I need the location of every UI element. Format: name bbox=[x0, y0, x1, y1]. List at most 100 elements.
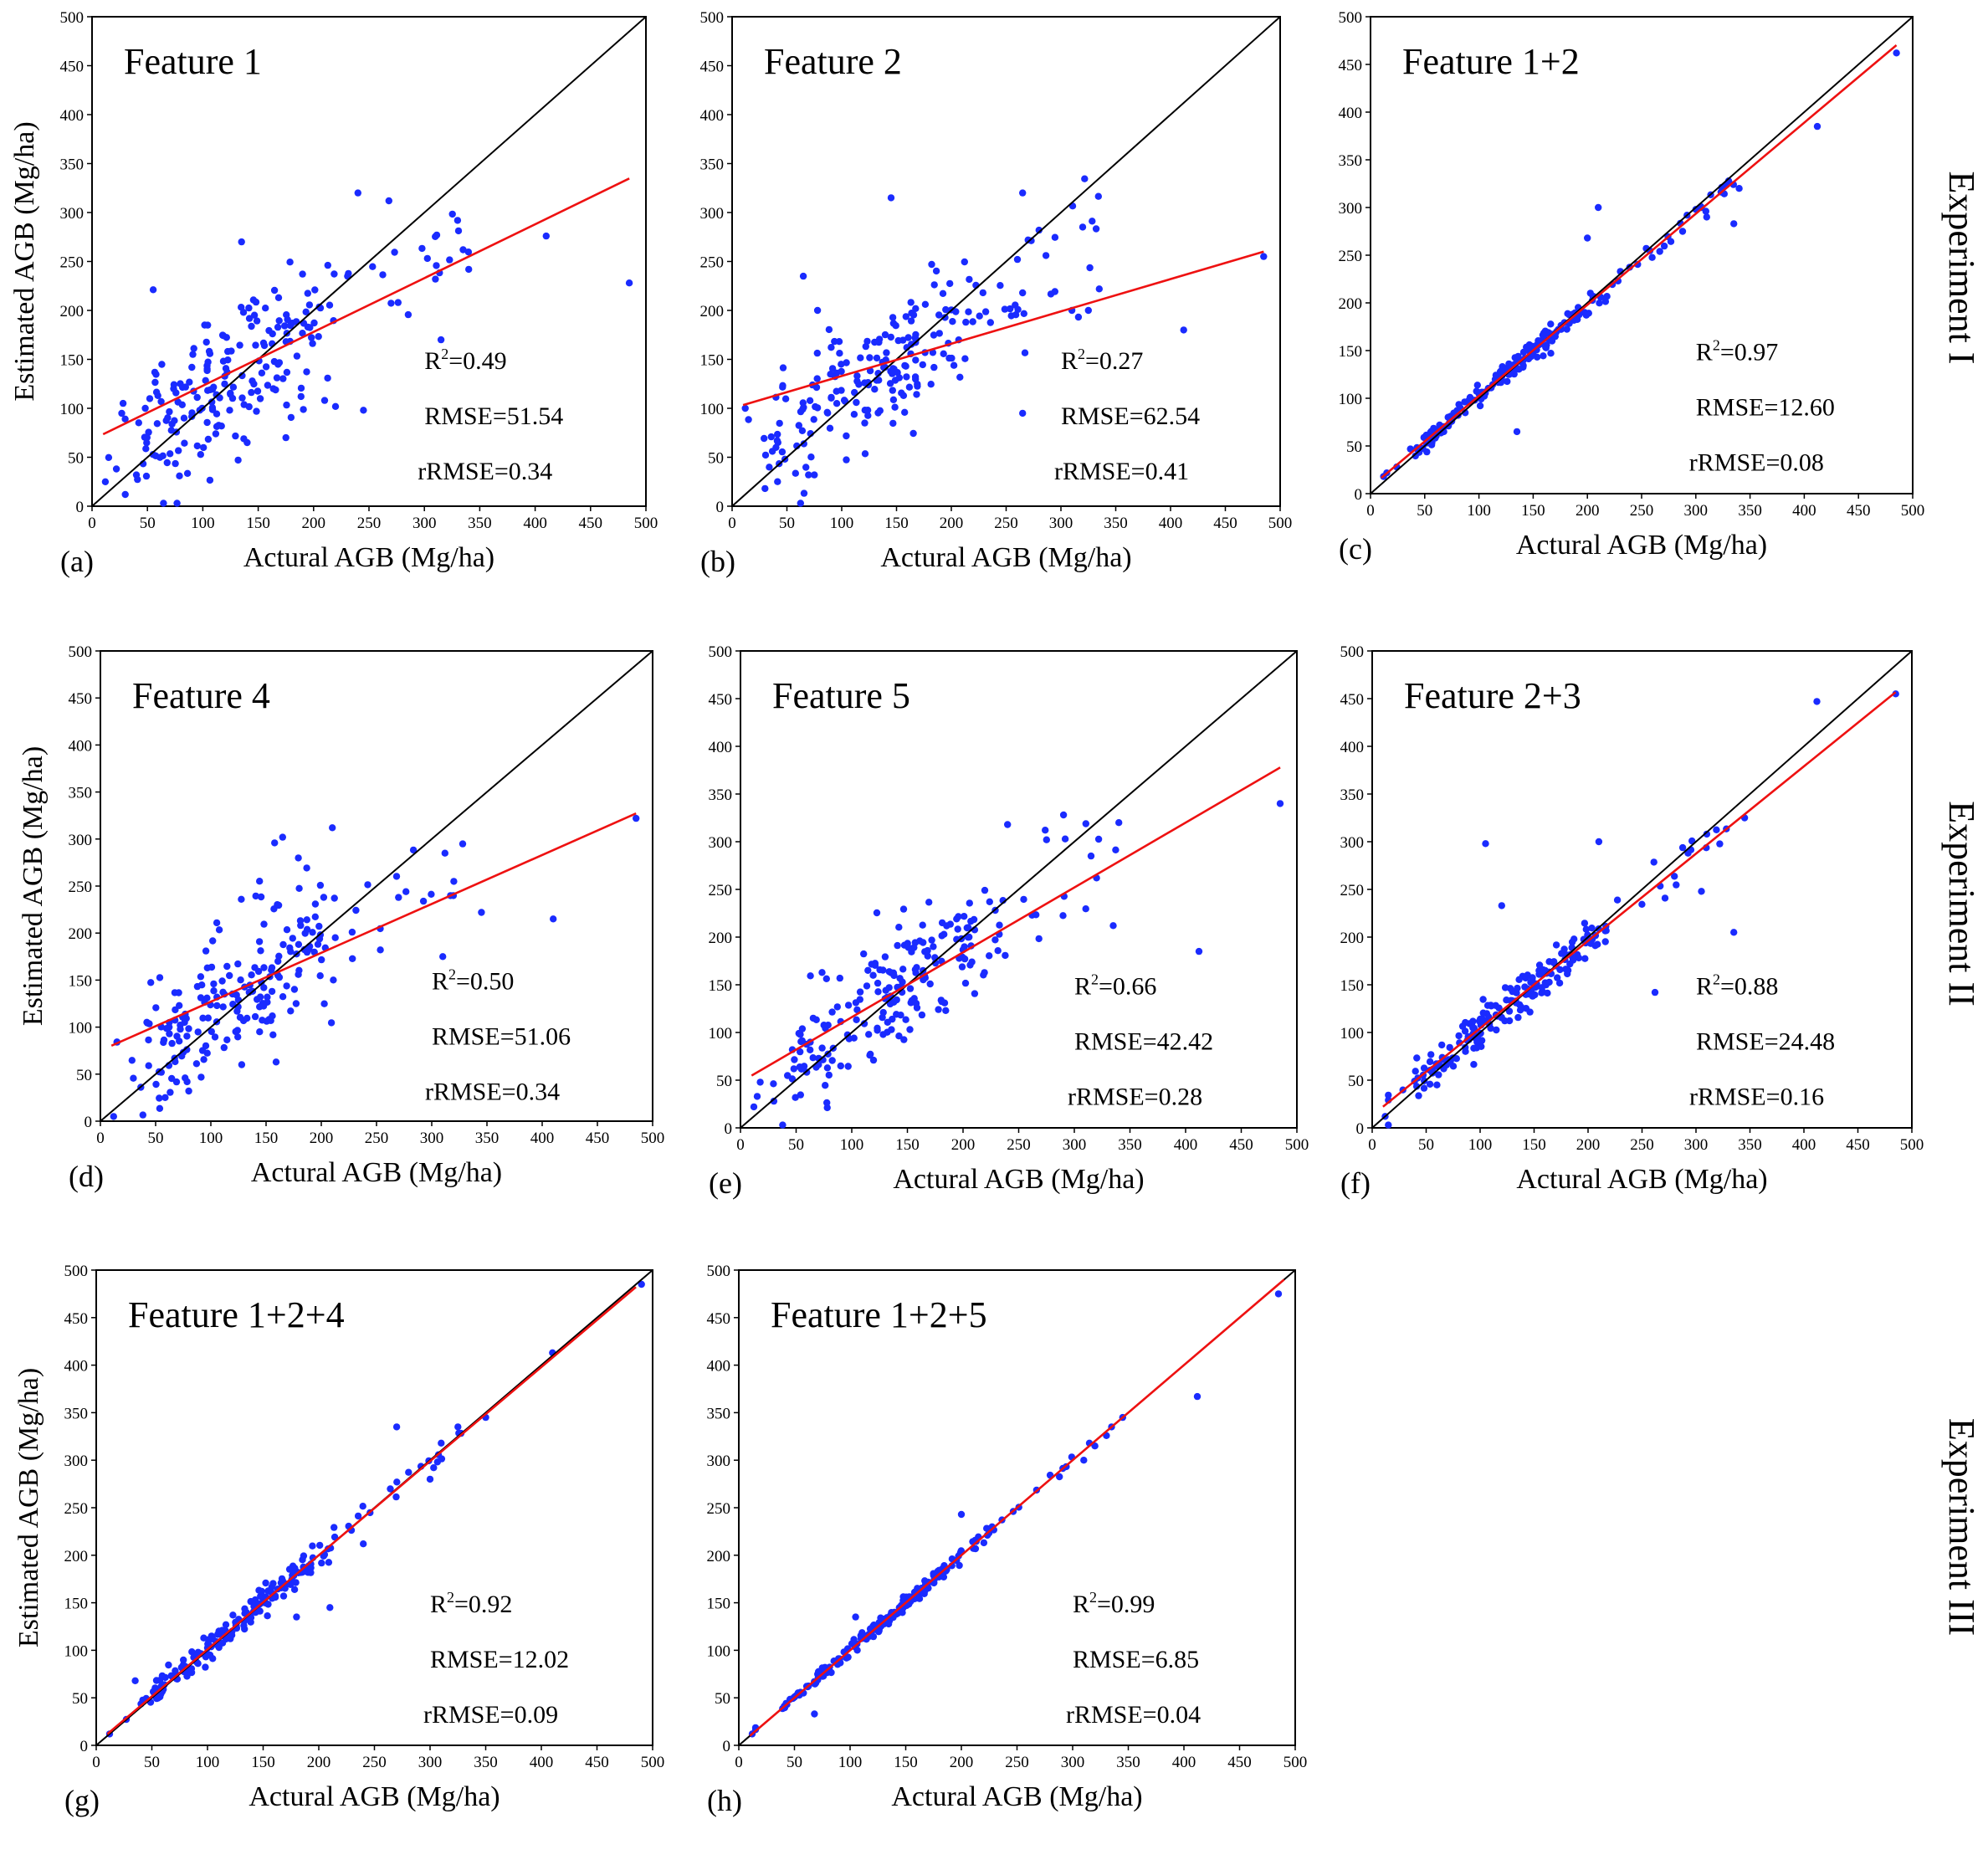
data-point bbox=[900, 1036, 908, 1043]
data-point bbox=[827, 344, 835, 351]
y-tick-label: 400 bbox=[64, 1358, 89, 1376]
data-point bbox=[448, 210, 456, 218]
regression-line bbox=[749, 1278, 1285, 1737]
y-tick-label: 350 bbox=[64, 1405, 89, 1422]
y-tick-label: 450 bbox=[69, 690, 93, 708]
x-tick-label: 450 bbox=[1229, 1136, 1253, 1154]
data-point bbox=[146, 395, 154, 402]
y-tick-label: 50 bbox=[716, 1073, 732, 1090]
data-point bbox=[774, 478, 781, 485]
data-point bbox=[939, 289, 947, 297]
data-point bbox=[938, 919, 946, 927]
data-point bbox=[813, 306, 822, 315]
data-point bbox=[885, 968, 894, 976]
data-point bbox=[869, 1056, 878, 1064]
data-point bbox=[156, 453, 164, 461]
data-point bbox=[130, 1074, 137, 1082]
data-point bbox=[903, 373, 910, 381]
data-point bbox=[797, 1091, 804, 1099]
data-point bbox=[966, 933, 973, 941]
data-point bbox=[844, 1653, 852, 1661]
y-tick-label: 400 bbox=[707, 1358, 731, 1376]
data-point bbox=[852, 1613, 859, 1621]
data-point bbox=[391, 248, 398, 256]
data-point bbox=[262, 1579, 269, 1587]
x-tick-label: 200 bbox=[950, 1754, 974, 1771]
data-point bbox=[213, 410, 221, 418]
data-point bbox=[236, 341, 243, 349]
panel-d: 00 50 50 100 100 150 150 200 200 250 250 300 300 350 3… bbox=[18, 643, 664, 1193]
data-point bbox=[1470, 1061, 1478, 1068]
data-point bbox=[1020, 895, 1027, 904]
r-squared: R2=0.50 bbox=[432, 966, 514, 996]
data-point bbox=[118, 409, 126, 418]
data-point bbox=[1412, 452, 1419, 460]
data-point bbox=[202, 338, 210, 346]
data-point bbox=[352, 906, 360, 915]
x-tick-label: 50 bbox=[779, 515, 795, 532]
data-point bbox=[180, 1656, 187, 1664]
data-point bbox=[1660, 242, 1668, 250]
data-point bbox=[248, 971, 255, 979]
data-point bbox=[1648, 254, 1656, 261]
data-point bbox=[142, 445, 150, 453]
data-point bbox=[1516, 1007, 1524, 1014]
data-point bbox=[770, 1080, 777, 1088]
data-point bbox=[203, 418, 211, 427]
data-point bbox=[206, 1651, 214, 1659]
data-point bbox=[1024, 236, 1032, 243]
data-point bbox=[252, 298, 260, 306]
data-point bbox=[1515, 976, 1523, 984]
data-point bbox=[1531, 991, 1539, 999]
x-axis-label: Actural AGB (Mg/ha) bbox=[251, 1157, 502, 1188]
y-tick-label: 250 bbox=[60, 254, 85, 272]
data-point bbox=[966, 899, 974, 907]
x-tick-label: 0 bbox=[1366, 502, 1375, 520]
data-point bbox=[918, 1011, 926, 1019]
panel-letter: (c) bbox=[1339, 532, 1372, 566]
data-point bbox=[213, 1002, 221, 1010]
data-point bbox=[1004, 821, 1012, 828]
data-point bbox=[204, 435, 213, 443]
data-point bbox=[152, 1677, 161, 1684]
data-point bbox=[181, 1018, 188, 1027]
data-point bbox=[916, 937, 924, 945]
data-point bbox=[237, 976, 244, 984]
y-tick-label: 300 bbox=[60, 205, 85, 223]
data-point bbox=[320, 894, 328, 901]
x-tick-label: 400 bbox=[1172, 1754, 1196, 1771]
x-tick-label: 150 bbox=[884, 515, 909, 532]
data-point bbox=[283, 368, 291, 377]
data-point bbox=[199, 1014, 207, 1022]
data-point bbox=[238, 1061, 246, 1068]
y-tick-label: 0 bbox=[723, 1738, 731, 1755]
data-point bbox=[286, 944, 294, 952]
data-point bbox=[800, 1063, 808, 1070]
data-point bbox=[153, 420, 161, 428]
y-tick-label: 200 bbox=[64, 1548, 89, 1565]
x-tick-label: 50 bbox=[148, 1130, 164, 1147]
data-point bbox=[369, 263, 377, 270]
data-point bbox=[229, 1611, 237, 1619]
data-point bbox=[300, 406, 307, 413]
data-point bbox=[1446, 1043, 1453, 1052]
data-point bbox=[438, 1439, 445, 1447]
x-tick-label: 250 bbox=[1630, 1136, 1654, 1154]
data-point bbox=[177, 1025, 184, 1033]
data-point bbox=[807, 972, 814, 980]
data-point bbox=[932, 267, 940, 275]
data-point bbox=[835, 338, 843, 346]
data-point bbox=[887, 333, 895, 341]
data-point bbox=[874, 409, 882, 417]
x-tick-label: 50 bbox=[788, 1136, 804, 1154]
data-point bbox=[1089, 218, 1096, 225]
data-point bbox=[843, 359, 850, 366]
data-point bbox=[165, 1661, 172, 1669]
data-point bbox=[770, 1097, 778, 1105]
data-point bbox=[194, 1028, 202, 1036]
y-tick-label: 100 bbox=[69, 1020, 93, 1037]
data-point bbox=[1673, 881, 1680, 889]
data-point bbox=[958, 963, 966, 971]
data-point bbox=[110, 1113, 117, 1120]
data-point bbox=[142, 472, 151, 480]
